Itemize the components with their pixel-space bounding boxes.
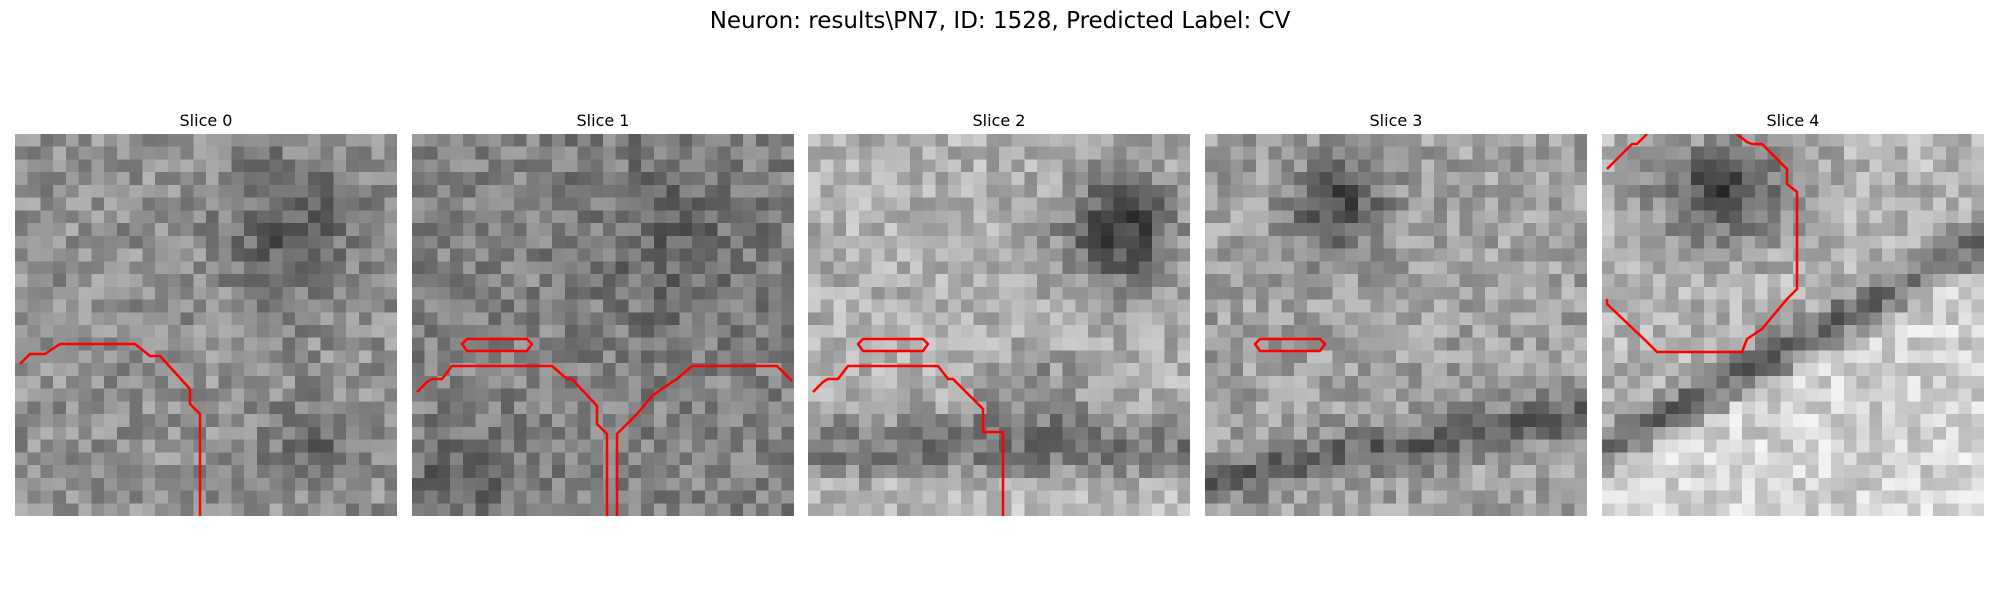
slice-title-2: Slice 2	[972, 111, 1026, 130]
contour-3-small	[1253, 337, 1327, 353]
contour-1-left	[416, 364, 609, 516]
slice-panel-2: Slice 2	[808, 108, 1190, 516]
slice-panel-3: Slice 3	[1205, 108, 1587, 516]
slice-title-4: Slice 4	[1766, 111, 1820, 130]
slice-image-4	[1602, 134, 1984, 516]
contour-4-ring-b	[1605, 134, 1799, 354]
slice-title-0: Slice 0	[179, 111, 233, 130]
slice-panel-0: Slice 0	[15, 108, 397, 516]
contour-1-small	[460, 337, 534, 353]
slice-image-2	[808, 134, 1190, 516]
contour-2-main	[812, 364, 1005, 516]
slice-title-1: Slice 1	[576, 111, 630, 130]
slice-panel-1: Slice 1	[412, 108, 794, 516]
slice-panel-4: Slice 4	[1602, 108, 1984, 516]
slice-title-3: Slice 3	[1369, 111, 1423, 130]
slice-image-3	[1205, 134, 1587, 516]
contour-2-small	[856, 337, 930, 353]
slice-image-1	[412, 134, 794, 516]
contour-0-left	[19, 342, 202, 516]
slice-image-0	[15, 134, 397, 516]
contour-4-ring	[1606, 134, 1648, 170]
figure-title: Neuron: results\PN7, ID: 1528, Predicted…	[709, 8, 1291, 34]
contour-1-right	[615, 364, 793, 516]
